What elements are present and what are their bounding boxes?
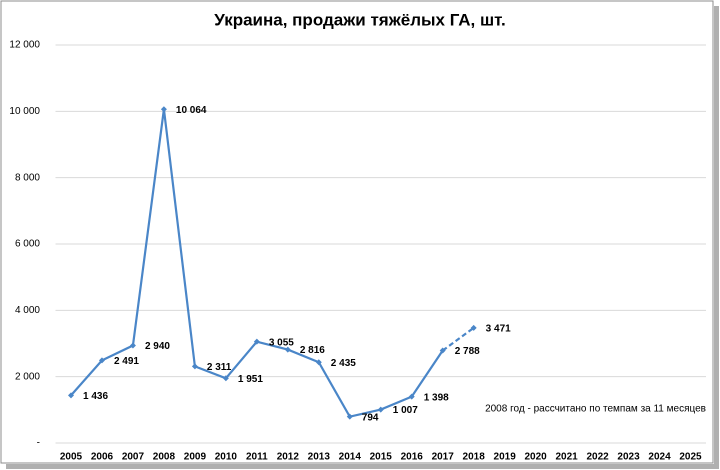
x-tick-label: 2009 — [184, 452, 207, 463]
data-label: 2 311 — [207, 362, 232, 373]
y-tick-label: 4 000 — [15, 305, 40, 316]
x-tick-label: 2018 — [463, 452, 486, 463]
data-label: 794 — [362, 412, 379, 423]
y-tick-label: 8 000 — [15, 172, 40, 183]
x-tick-label: 2019 — [494, 452, 517, 463]
x-tick-label: 2008 — [153, 452, 176, 463]
x-tick-label: 2006 — [91, 452, 114, 463]
x-tick-label: 2021 — [555, 452, 578, 463]
x-tick-label: 2011 — [246, 452, 268, 463]
data-point — [98, 357, 105, 364]
data-label: 2 788 — [455, 346, 480, 357]
data-label: 1 007 — [393, 405, 418, 416]
chart-title: Украина, продажи тяжёлых ГА, шт. — [214, 10, 505, 29]
chart-frame — [0, 0, 714, 464]
data-label: 2 435 — [331, 358, 356, 369]
data-label: 1 951 — [238, 374, 263, 385]
x-tick-label: 2017 — [432, 452, 455, 463]
data-point — [408, 393, 415, 400]
series-line-dashed — [442, 326, 475, 352]
data-point — [315, 359, 322, 366]
y-tick-label: 12 000 — [9, 40, 40, 51]
x-tick-label: 2023 — [617, 452, 640, 463]
data-point — [439, 347, 446, 354]
data-point — [253, 338, 260, 345]
data-point — [129, 342, 136, 349]
x-tick-label: 2022 — [586, 452, 609, 463]
frame-shadow — [714, 6, 719, 468]
data-point — [222, 375, 229, 382]
frame-shadow — [6, 464, 719, 469]
data-point — [470, 324, 477, 331]
data-label: 2 816 — [300, 345, 325, 356]
x-tick-label: 2016 — [401, 452, 424, 463]
data-point — [191, 363, 198, 370]
x-tick-label: 2013 — [308, 452, 331, 463]
data-label: 1 436 — [83, 391, 108, 402]
y-tick-label: 10 000 — [9, 106, 40, 117]
data-point — [67, 392, 74, 399]
data-label: 2 940 — [145, 341, 170, 352]
x-tick-label: 2007 — [122, 452, 145, 463]
y-tick-label: 2 000 — [15, 371, 40, 382]
data-label: 2 491 — [114, 356, 139, 367]
data-point — [346, 413, 353, 420]
data-point — [377, 406, 384, 413]
x-tick-label: 2015 — [370, 452, 393, 463]
x-tick-label: 2010 — [215, 452, 238, 463]
data-label: 1 398 — [424, 392, 449, 403]
x-tick-label: 2025 — [679, 452, 702, 463]
data-point — [160, 106, 167, 113]
y-tick-label: - — [37, 438, 40, 449]
data-label: 3 471 — [486, 324, 511, 335]
annotation: 2008 год - рассчитано по темпам за 11 ме… — [485, 404, 706, 415]
x-tick-label: 2024 — [648, 452, 671, 463]
y-tick-label: 6 000 — [15, 239, 40, 250]
data-label: 3 055 — [269, 337, 294, 348]
x-tick-label: 2012 — [277, 452, 300, 463]
x-tick-label: 2005 — [60, 452, 83, 463]
data-label: 10 064 — [176, 105, 207, 116]
data-point — [284, 346, 291, 353]
x-tick-label: 2020 — [525, 452, 548, 463]
x-tick-label: 2014 — [339, 452, 362, 463]
